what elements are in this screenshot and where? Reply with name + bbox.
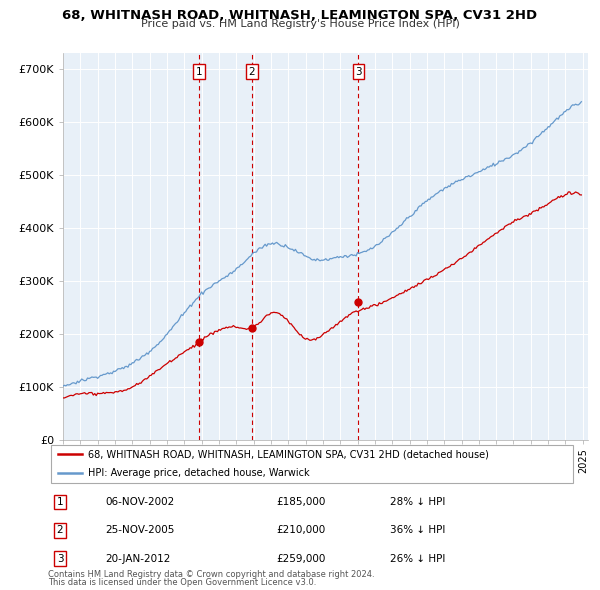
Text: 36% ↓ HPI: 36% ↓ HPI [390,526,445,535]
Text: 26% ↓ HPI: 26% ↓ HPI [390,554,445,563]
Text: Price paid vs. HM Land Registry's House Price Index (HPI): Price paid vs. HM Land Registry's House … [140,19,460,30]
Text: 2: 2 [56,526,64,535]
Text: 1: 1 [56,497,64,507]
FancyBboxPatch shape [50,445,574,483]
Text: 3: 3 [355,67,362,77]
Text: 2: 2 [248,67,255,77]
Text: HPI: Average price, detached house, Warwick: HPI: Average price, detached house, Warw… [88,468,309,478]
Text: 06-NOV-2002: 06-NOV-2002 [105,497,174,507]
Text: 28% ↓ HPI: 28% ↓ HPI [390,497,445,507]
Text: £259,000: £259,000 [276,554,325,563]
Text: 68, WHITNASH ROAD, WHITNASH, LEAMINGTON SPA, CV31 2HD (detached house): 68, WHITNASH ROAD, WHITNASH, LEAMINGTON … [88,450,488,460]
Text: Contains HM Land Registry data © Crown copyright and database right 2024.: Contains HM Land Registry data © Crown c… [48,571,374,579]
Text: 68, WHITNASH ROAD, WHITNASH, LEAMINGTON SPA, CV31 2HD: 68, WHITNASH ROAD, WHITNASH, LEAMINGTON … [62,9,538,22]
Text: £185,000: £185,000 [276,497,325,507]
Text: 25-NOV-2005: 25-NOV-2005 [105,526,175,535]
Text: This data is licensed under the Open Government Licence v3.0.: This data is licensed under the Open Gov… [48,578,316,587]
Text: 3: 3 [56,554,64,563]
Text: 1: 1 [196,67,202,77]
Text: 20-JAN-2012: 20-JAN-2012 [105,554,170,563]
Text: £210,000: £210,000 [276,526,325,535]
